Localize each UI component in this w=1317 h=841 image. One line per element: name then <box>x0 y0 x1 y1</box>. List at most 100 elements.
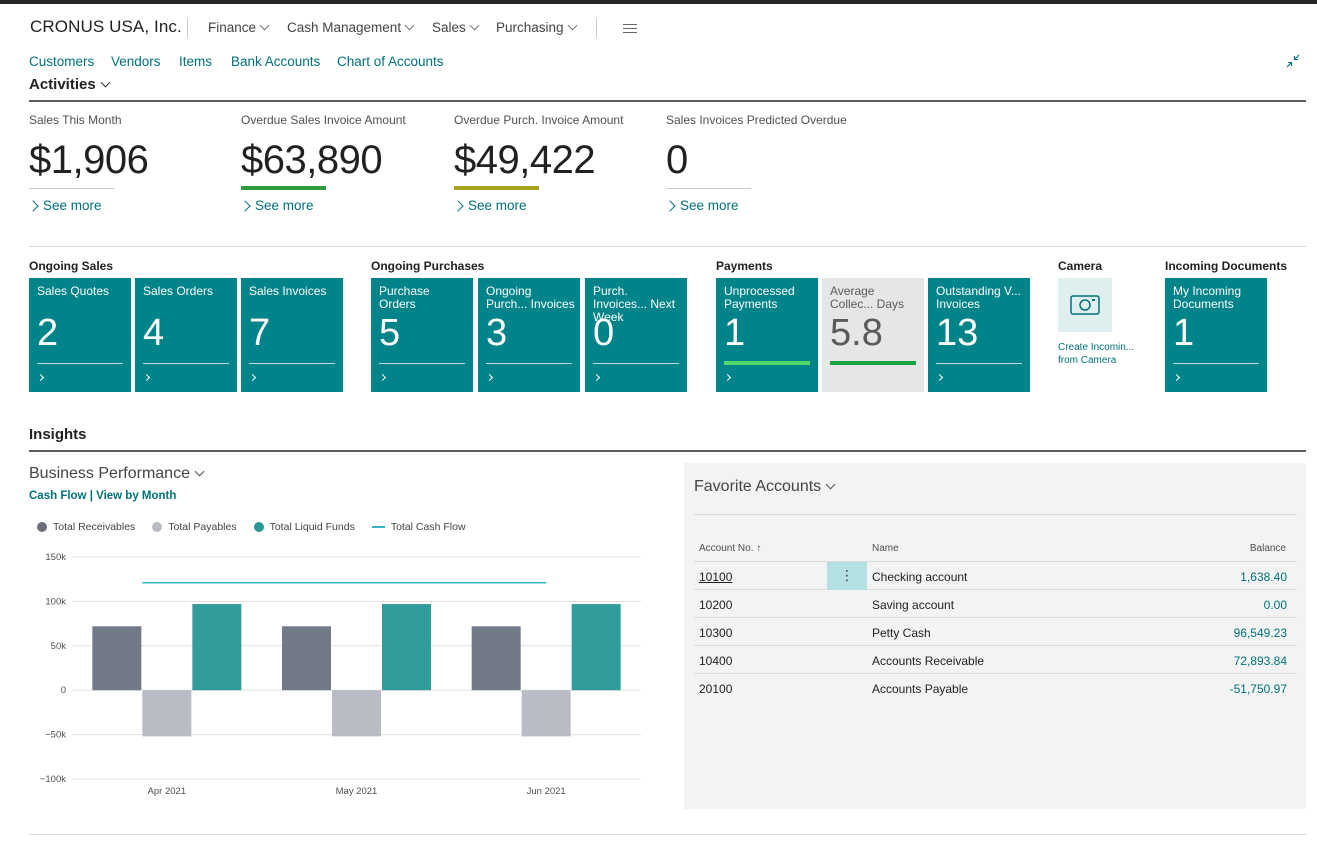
favorite-accounts-title[interactable]: Favorite Accounts <box>694 478 836 496</box>
chart-view-selector[interactable]: Cash Flow | View by Month <box>29 490 177 502</box>
activities-title[interactable]: Activities <box>29 76 111 93</box>
tile-my-incoming-documents[interactable]: My Incoming Documents 1 <box>1165 278 1267 392</box>
tile-outstanding-vendor-invoices[interactable]: Outstanding V... Invoices 13 <box>928 278 1030 392</box>
nav-link-items[interactable]: Items <box>179 54 213 69</box>
tile-purch-invoices-next-week[interactable]: Purch. Invoices... Next Week 0 <box>585 278 687 392</box>
nav-link-chart-of-accounts[interactable]: Chart of Accounts <box>337 54 444 69</box>
tile-sales-quotes[interactable]: Sales Quotes 2 <box>29 278 131 392</box>
header-divider <box>596 18 597 38</box>
kpi-indicator <box>666 188 751 189</box>
nav-link-customers[interactable]: Customers <box>29 54 95 69</box>
group-title-payments: Payments <box>716 259 773 273</box>
column-header-account-no[interactable]: Account No. ↑ <box>699 543 762 554</box>
table-row[interactable]: 10300 Petty Cash 96,549.23 <box>694 618 1297 646</box>
tile-indicator <box>830 361 916 365</box>
company-name[interactable]: CRONUS USA, Inc. <box>30 17 182 36</box>
kpi-value[interactable]: $1,906 <box>29 138 149 182</box>
see-more-link[interactable]: See more <box>27 198 102 213</box>
column-header-balance[interactable]: Balance <box>1249 543 1286 554</box>
tile-sales-invoices[interactable]: Sales Invoices 7 <box>241 278 343 392</box>
table-row[interactable]: 10100 ⋮ Checking account 1,638.40 <box>694 562 1297 590</box>
y-tick-label: −50k <box>45 730 66 741</box>
chevron-down-icon <box>259 20 270 30</box>
kpi-value[interactable]: 0 <box>666 138 688 182</box>
tile-value: 5.8 <box>830 312 883 354</box>
favorite-accounts-panel: Favorite Accounts Account No. ↑ Name Bal… <box>684 463 1306 809</box>
tile-label: Purchase Orders <box>379 284 430 311</box>
row-menu-icon[interactable]: ⋮ <box>827 562 867 590</box>
see-more-link[interactable]: See more <box>664 198 739 213</box>
tile-value: 0 <box>593 312 615 354</box>
bar <box>332 690 381 737</box>
tile-divider <box>486 363 572 364</box>
tile-value: 7 <box>249 312 271 354</box>
table-row[interactable]: 20100 Accounts Payable -51,750.97 <box>694 674 1297 702</box>
legend-item[interactable]: Total Liquid Funds <box>253 521 355 533</box>
collapse-icon[interactable] <box>1286 54 1300 68</box>
legend-item[interactable]: Total Receivables <box>37 521 135 533</box>
chevron-right-icon <box>239 199 251 212</box>
create-from-camera-link[interactable]: Create Incomin... from Camera <box>1058 342 1135 366</box>
tile-divider <box>249 363 335 364</box>
account-no[interactable]: 10400 <box>699 654 733 668</box>
y-tick-label: 100k <box>45 596 66 607</box>
group-title-camera: Camera <box>1058 259 1103 273</box>
camera-tile[interactable] <box>1058 278 1112 332</box>
tile-unprocessed-payments[interactable]: Unprocessed Payments 1 <box>716 278 818 392</box>
insights-title: Insights <box>29 426 87 443</box>
account-balance[interactable]: 0.00 <box>1263 598 1287 612</box>
tile-label: Sales Quotes <box>37 284 110 298</box>
kpi-label: Overdue Purch. Invoice Amount <box>454 113 624 127</box>
kpi-sales-this-month: Sales This Month $1,906 See more <box>27 114 229 213</box>
table-row[interactable]: 10400 Accounts Receivable 72,893.84 <box>694 646 1297 674</box>
see-more-link[interactable]: See more <box>452 198 527 213</box>
tile-sales-orders[interactable]: Sales Orders 4 <box>135 278 237 392</box>
tile-average-collection-days[interactable]: Average Collec... Days 5.8 <box>822 278 924 392</box>
tile-label: Purch. Invoices... Next Week <box>593 284 676 324</box>
bar <box>192 604 242 691</box>
x-tick-label: May 2021 <box>336 786 378 797</box>
account-no[interactable]: 10300 <box>699 626 733 640</box>
column-header-name[interactable]: Name <box>872 543 899 554</box>
account-no[interactable]: 20100 <box>699 682 733 696</box>
table-row[interactable]: 10200 Saving account 0.00 <box>694 590 1297 618</box>
tile-ongoing-purch-invoices[interactable]: Ongoing Purch... Invoices 3 <box>478 278 580 392</box>
tile-label: My Incoming Documents <box>1173 284 1242 311</box>
x-tick-label: Apr 2021 <box>148 786 187 797</box>
chart-legend: Total Receivables Total Payables Total L… <box>37 521 483 533</box>
account-balance[interactable]: 72,893.84 <box>1233 654 1287 668</box>
account-no-link[interactable]: 10100 <box>699 570 733 584</box>
activities-divider <box>29 100 1306 102</box>
tile-purchase-orders[interactable]: Purchase Orders 5 <box>371 278 473 392</box>
menu-finance[interactable]: Finance <box>208 20 270 35</box>
menu-sales[interactable]: Sales <box>432 20 480 35</box>
tile-value: 2 <box>37 312 59 354</box>
menu-cash-management[interactable]: Cash Management <box>287 20 415 35</box>
tile-value: 1 <box>724 312 746 354</box>
tile-divider <box>379 363 465 364</box>
legend-item[interactable]: Total Cash Flow <box>371 521 466 533</box>
footer-divider <box>29 834 1306 835</box>
nav-link-bank-accounts[interactable]: Bank Accounts <box>231 54 321 69</box>
business-performance-title[interactable]: Business Performance <box>29 465 205 483</box>
chevron-down-icon <box>825 479 836 490</box>
legend-swatch <box>253 522 264 532</box>
nav-link-vendors[interactable]: Vendors <box>111 54 161 69</box>
see-more-link[interactable]: See more <box>239 198 314 213</box>
chevron-right-icon <box>27 199 39 212</box>
tile-value: 1 <box>1173 312 1195 354</box>
legend-item[interactable]: Total Payables <box>152 521 237 533</box>
kpi-value[interactable]: $49,422 <box>454 138 596 182</box>
chevron-right-icon <box>378 373 387 382</box>
y-tick-label: 0 <box>61 685 66 696</box>
kpi-overdue-purch-invoice-amount: Overdue Purch. Invoice Amount $49,422 Se… <box>452 113 654 213</box>
kpi-value[interactable]: $63,890 <box>241 138 383 182</box>
hamburger-menu-icon[interactable] <box>623 24 637 36</box>
chevron-right-icon <box>485 373 494 382</box>
menu-purchasing[interactable]: Purchasing <box>496 20 577 35</box>
legend-swatch <box>152 522 163 532</box>
account-balance[interactable]: -51,750.97 <box>1229 682 1287 696</box>
account-no[interactable]: 10200 <box>699 598 733 612</box>
account-balance[interactable]: 96,549.23 <box>1233 626 1287 640</box>
account-balance[interactable]: 1,638.40 <box>1240 570 1287 584</box>
